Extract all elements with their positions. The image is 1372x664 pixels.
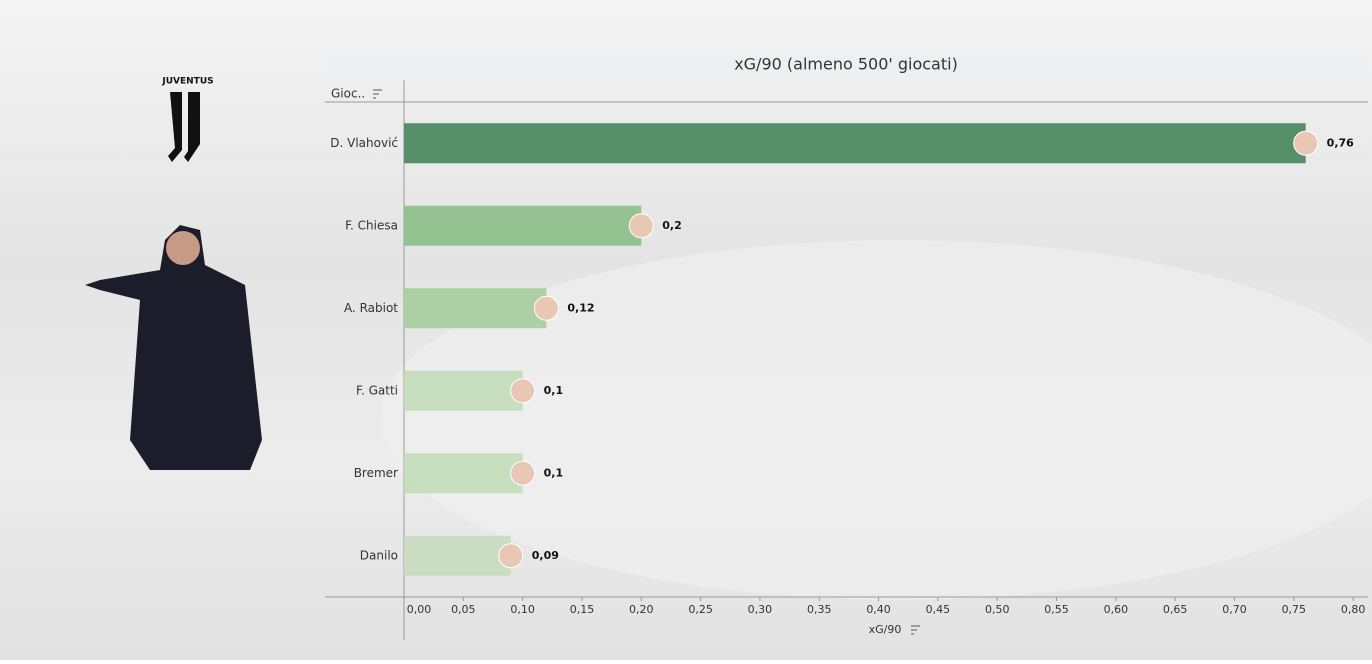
bar xyxy=(404,288,547,329)
x-tick-label: 0,00 xyxy=(407,603,432,616)
x-tick-label: 0,20 xyxy=(629,603,654,616)
x-tick-label: 0,60 xyxy=(1104,603,1129,616)
bar xyxy=(404,370,523,411)
bar xyxy=(404,453,523,494)
y-tick-label: D. Vlahović xyxy=(330,136,398,150)
value-label: 0,09 xyxy=(532,549,559,562)
pitch xyxy=(380,240,1372,600)
coach xyxy=(85,225,262,470)
player-photo xyxy=(510,460,536,486)
x-tick-label: 0,35 xyxy=(807,603,832,616)
y-tick-label: A. Rabiot xyxy=(344,301,398,315)
chart-title: xG/90 (almeno 500' giocati) xyxy=(734,55,958,74)
logo xyxy=(168,92,200,162)
coach-face xyxy=(166,231,200,265)
value-label: 0,1 xyxy=(544,384,564,397)
player-photo xyxy=(1293,130,1319,156)
x-tick-label: 0,80 xyxy=(1341,603,1366,616)
bar xyxy=(404,205,642,246)
value-label: 0,2 xyxy=(662,219,682,232)
bar xyxy=(404,535,511,576)
x-tick-label: 0,50 xyxy=(985,603,1010,616)
player-photo xyxy=(628,213,654,239)
sort-icon xyxy=(373,89,382,99)
x-tick-label: 0,70 xyxy=(1222,603,1247,616)
player-photo xyxy=(498,543,524,569)
y-tick-label: Bremer xyxy=(354,466,398,480)
x-tick-label: 0,55 xyxy=(1044,603,1069,616)
category-header: Gioc.. xyxy=(331,87,365,101)
player-photo xyxy=(510,378,536,404)
x-tick-label: 0,10 xyxy=(510,603,535,616)
x-tick-label: 0,75 xyxy=(1282,603,1307,616)
x-tick-label: 0,05 xyxy=(451,603,476,616)
value-label: 0,1 xyxy=(544,466,564,479)
x-tick-label: 0,25 xyxy=(688,603,713,616)
x-tick-label: 0,45 xyxy=(926,603,951,616)
player-photo xyxy=(533,295,559,321)
value-label: 0,12 xyxy=(567,301,594,314)
logo-text: JUVENTUS xyxy=(161,77,213,87)
x-tick-label: 0,30 xyxy=(748,603,773,616)
title-band xyxy=(325,53,1368,79)
value-label: 0,76 xyxy=(1327,136,1354,149)
x-tick-label: 0,15 xyxy=(570,603,595,616)
bar xyxy=(404,123,1306,164)
x-axis-title: xG/90 xyxy=(869,623,902,636)
x-tick-label: 0,65 xyxy=(1163,603,1188,616)
y-tick-label: F. Chiesa xyxy=(345,218,398,232)
y-tick-label: Danilo xyxy=(360,548,398,562)
sort-icon xyxy=(911,625,920,635)
y-tick-label: F. Gatti xyxy=(356,383,398,397)
x-tick-label: 0,40 xyxy=(866,603,891,616)
